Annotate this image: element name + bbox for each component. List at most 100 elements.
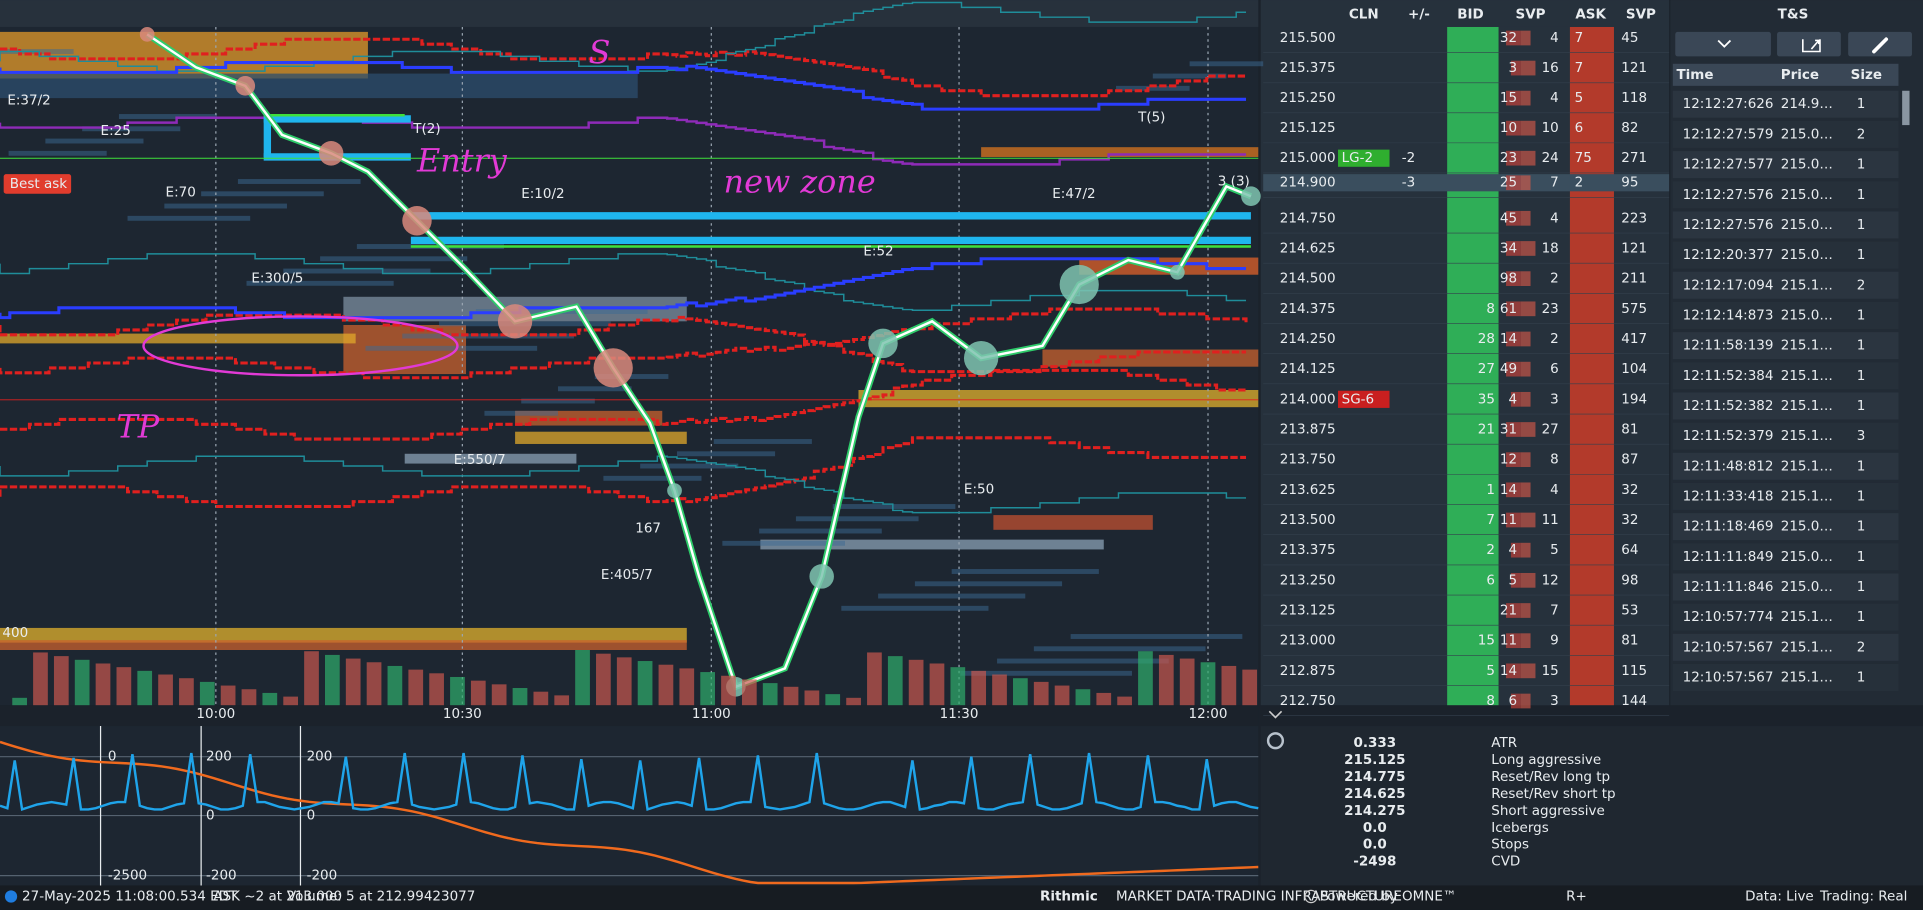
- status-bar: [0, 885, 1923, 910]
- svp-bar: [1520, 512, 1536, 528]
- time-label: 11:00: [692, 706, 731, 722]
- ladder-cell: 575: [1621, 301, 1647, 317]
- heat-band: [0, 640, 687, 650]
- volume-bar: [1221, 665, 1237, 706]
- ladder-cell: 223: [1621, 210, 1647, 226]
- ladder-cell: 24: [1542, 150, 1559, 166]
- ladder-cell: 5: [1508, 572, 1517, 588]
- trade-bubble: [963, 340, 999, 376]
- trade-bubble: [1169, 264, 1185, 280]
- svp-bar: [1520, 693, 1531, 709]
- volume-bar: [971, 670, 987, 706]
- volume-bar: [575, 649, 590, 706]
- chart-label: 400: [2, 625, 28, 641]
- ts-size: 2: [1857, 639, 1866, 655]
- volume-bar: [721, 675, 736, 706]
- ts-time: 12:10:57:567: [1683, 639, 1774, 655]
- chart-label: E:70: [166, 185, 196, 201]
- svp-bar: [1510, 542, 1521, 558]
- heat-cell: [201, 191, 324, 197]
- ts-size: 1: [1857, 519, 1866, 535]
- volume-bar: [304, 651, 319, 706]
- chart-label: E:25: [101, 123, 131, 139]
- ladder-cell: 8: [1550, 452, 1559, 468]
- heat-cell: [365, 345, 538, 351]
- ts-button[interactable]: [1777, 31, 1841, 57]
- ts-size: 1: [1857, 488, 1866, 504]
- svp-bar: [1506, 90, 1521, 106]
- heat-band: [404, 453, 577, 464]
- heat-cell: [795, 516, 919, 522]
- ts-header: Time: [1676, 67, 1713, 83]
- level-line: [0, 368, 1247, 441]
- volume-bar: [241, 689, 257, 706]
- ladder-cell: 64: [1621, 542, 1638, 558]
- volume-bar: [179, 678, 194, 706]
- status-text: Powered by OMNE™: [1320, 889, 1457, 905]
- heat-cell: [759, 528, 882, 534]
- ladder-cell: 34: [1500, 240, 1517, 256]
- indicator-label: CVD: [1491, 854, 1520, 870]
- volume-bar: [762, 683, 778, 706]
- ts-size: 1: [1857, 307, 1866, 323]
- ts-row-bg: [1672, 513, 1899, 541]
- ts-price: 215.1…: [1781, 398, 1833, 414]
- ladder-header: CLN: [1349, 7, 1379, 23]
- ladder-cell: 8: [1486, 301, 1495, 317]
- ladder-cell: 6: [1508, 693, 1517, 709]
- ts-title: T&S: [1778, 7, 1809, 23]
- level-line: [0, 61, 1247, 111]
- ladder-cell: 98: [1621, 572, 1638, 588]
- ts-header: Price: [1781, 67, 1819, 83]
- ts-size: 2: [1857, 277, 1866, 293]
- svp-bar: [1520, 663, 1536, 679]
- svp-bar: [1520, 391, 1531, 407]
- ladder-cell: 98: [1500, 271, 1517, 287]
- volume-bar: [1033, 681, 1049, 706]
- heat-cell: [237, 179, 361, 184]
- ladder-cell: 23: [1500, 150, 1517, 166]
- indicator-label: Icebergs: [1491, 820, 1548, 836]
- ts-size: 1: [1857, 96, 1866, 112]
- svp-bar: [1506, 241, 1521, 256]
- ladder-cell: 27: [1478, 361, 1495, 377]
- volume-bar: [408, 669, 424, 706]
- trade-bubble: [497, 304, 533, 339]
- best-ask-tag: Best ask: [10, 176, 67, 192]
- level-line: [0, 455, 1247, 514]
- ladder-price: 213.750: [1280, 452, 1336, 468]
- volume-bar: [741, 679, 757, 706]
- level-line: [0, 436, 1247, 509]
- order-tag-bg: [1338, 149, 1390, 167]
- ask-column: [1569, 26, 1614, 706]
- heat-cell: [713, 439, 812, 444]
- ladder-change: -3: [1402, 175, 1415, 191]
- trade-bubble: [139, 26, 155, 42]
- ladder-price: 214.500: [1280, 271, 1336, 287]
- omne-icon: [1304, 889, 1318, 904]
- volume-bar: [158, 674, 173, 706]
- status-text: Volume: 5 at 212.99423077: [287, 889, 475, 905]
- volume-bar: [429, 673, 444, 706]
- ts-row-bg: [1672, 271, 1899, 299]
- volume-bar: [804, 690, 820, 706]
- heat-cell: [246, 280, 394, 286]
- order-tag: SG-6: [1342, 391, 1374, 407]
- ladder-cell: 32: [1621, 482, 1638, 498]
- volume-bar: [908, 659, 924, 706]
- ladder-cell: 3: [1508, 60, 1517, 76]
- ladder-cell: 45: [1621, 30, 1638, 46]
- ts-time: 12:12:27:576: [1683, 187, 1774, 203]
- ladder-cell: 14: [1500, 663, 1517, 679]
- time-label: 10:00: [196, 706, 235, 722]
- chart-label: 3 (3): [1218, 174, 1250, 190]
- svp-bar: [1506, 150, 1521, 166]
- ts-size: 1: [1857, 458, 1866, 474]
- volume-bar: [74, 659, 90, 706]
- ladder-cell: 7: [1575, 60, 1584, 76]
- volume-bar: [867, 652, 882, 706]
- ts-price: 215.0…: [1781, 519, 1833, 535]
- ts-time: 12:11:58:139: [1683, 338, 1774, 354]
- volume-bar: [116, 667, 132, 706]
